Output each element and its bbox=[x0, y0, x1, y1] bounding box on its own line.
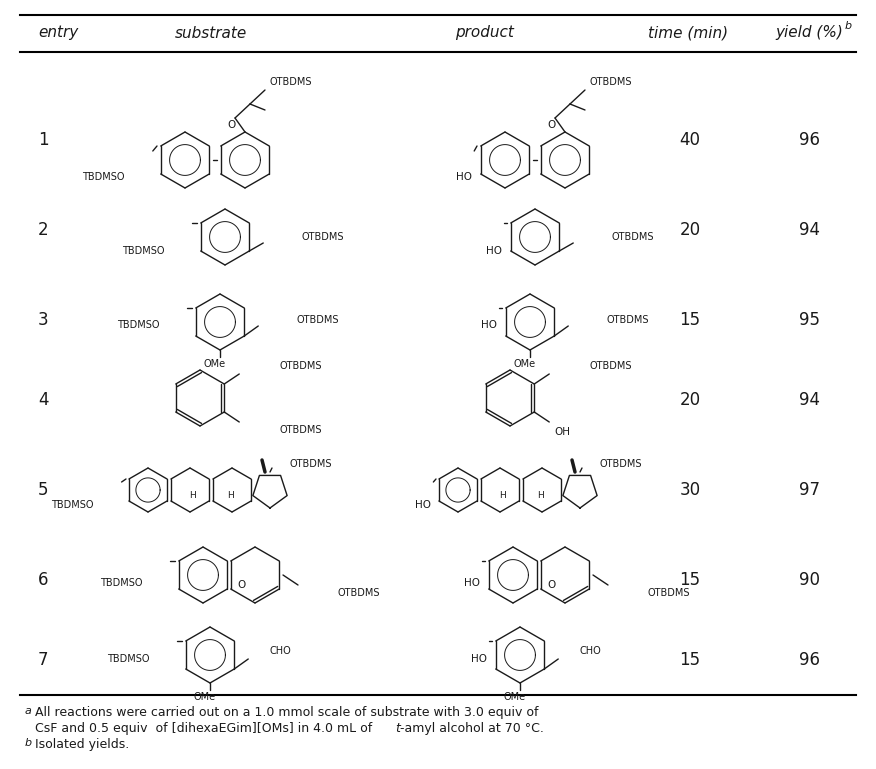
Text: OTBDMS: OTBDMS bbox=[590, 361, 632, 371]
Text: 15: 15 bbox=[680, 571, 701, 589]
Text: 94: 94 bbox=[800, 391, 821, 409]
Text: 95: 95 bbox=[800, 311, 821, 329]
Text: OTBDMS: OTBDMS bbox=[648, 588, 690, 598]
Text: 30: 30 bbox=[680, 481, 701, 499]
Text: 6: 6 bbox=[38, 571, 48, 589]
Text: O: O bbox=[547, 581, 555, 591]
Text: TBDMSO: TBDMSO bbox=[123, 246, 165, 256]
Text: 90: 90 bbox=[800, 571, 821, 589]
Text: 7: 7 bbox=[38, 651, 48, 669]
Text: OMe: OMe bbox=[504, 692, 526, 702]
Text: CHO: CHO bbox=[269, 646, 291, 656]
Text: H: H bbox=[498, 491, 505, 501]
Text: 5: 5 bbox=[38, 481, 48, 499]
Text: HO: HO bbox=[481, 320, 497, 330]
Text: 3: 3 bbox=[38, 311, 49, 329]
Text: HO: HO bbox=[456, 171, 472, 181]
Text: Isolated yields.: Isolated yields. bbox=[35, 738, 130, 751]
Text: t: t bbox=[395, 722, 399, 735]
Text: O: O bbox=[237, 581, 245, 591]
Text: 4: 4 bbox=[38, 391, 48, 409]
Text: 20: 20 bbox=[680, 221, 701, 239]
Text: entry: entry bbox=[38, 25, 78, 41]
Text: OTBDMS: OTBDMS bbox=[611, 232, 653, 242]
Text: CsF and 0.5 equiv  of [dihexaEGim][OMs] in 4.0 mL of: CsF and 0.5 equiv of [dihexaEGim][OMs] i… bbox=[35, 722, 377, 735]
Text: HO: HO bbox=[486, 246, 502, 256]
Text: b: b bbox=[845, 21, 852, 31]
Text: OTBDMS: OTBDMS bbox=[301, 232, 343, 242]
Text: 15: 15 bbox=[680, 311, 701, 329]
Text: 96: 96 bbox=[800, 131, 821, 149]
Text: 94: 94 bbox=[800, 221, 821, 239]
Text: OTBDMS: OTBDMS bbox=[600, 459, 642, 469]
Text: TBDMSO: TBDMSO bbox=[82, 171, 125, 181]
Text: OH: OH bbox=[555, 427, 570, 437]
Text: OTBDMS: OTBDMS bbox=[606, 315, 649, 325]
Text: OMe: OMe bbox=[194, 692, 216, 702]
Text: OTBDMS: OTBDMS bbox=[279, 425, 321, 435]
Text: OTBDMS: OTBDMS bbox=[290, 459, 333, 469]
Text: product: product bbox=[455, 25, 514, 41]
Text: substrate: substrate bbox=[175, 25, 247, 41]
Text: 96: 96 bbox=[800, 651, 821, 669]
Text: OTBDMS: OTBDMS bbox=[270, 77, 313, 87]
Text: CHO: CHO bbox=[579, 646, 601, 656]
Text: O: O bbox=[548, 120, 556, 130]
Text: b: b bbox=[25, 738, 32, 748]
Text: a: a bbox=[25, 706, 32, 716]
Text: OTBDMS: OTBDMS bbox=[590, 77, 632, 87]
Text: OMe: OMe bbox=[204, 359, 226, 369]
Text: OTBDMS: OTBDMS bbox=[279, 361, 321, 371]
Text: H: H bbox=[188, 491, 195, 501]
Text: TBDMSO: TBDMSO bbox=[101, 578, 143, 588]
Text: TBDMSO: TBDMSO bbox=[52, 501, 94, 511]
Text: 2: 2 bbox=[38, 221, 49, 239]
Text: HO: HO bbox=[464, 578, 480, 588]
Text: 1: 1 bbox=[38, 131, 49, 149]
Text: O: O bbox=[228, 120, 237, 130]
Text: HO: HO bbox=[415, 501, 431, 511]
Text: TBDMSO: TBDMSO bbox=[108, 654, 150, 664]
Text: OTBDMS: OTBDMS bbox=[338, 588, 380, 598]
Text: -amyl alcohol at 70 °C.: -amyl alcohol at 70 °C. bbox=[400, 722, 544, 735]
Text: All reactions were carried out on a 1.0 mmol scale of substrate with 3.0 equiv o: All reactions were carried out on a 1.0 … bbox=[35, 706, 539, 719]
Text: OMe: OMe bbox=[514, 359, 536, 369]
Text: HO: HO bbox=[471, 654, 487, 664]
Text: TBDMSO: TBDMSO bbox=[117, 320, 160, 330]
Text: H: H bbox=[227, 491, 233, 501]
Text: H: H bbox=[537, 491, 543, 501]
Text: time (min): time (min) bbox=[648, 25, 728, 41]
Text: OTBDMS: OTBDMS bbox=[296, 315, 339, 325]
Text: 20: 20 bbox=[680, 391, 701, 409]
Text: 40: 40 bbox=[680, 131, 701, 149]
Text: 97: 97 bbox=[800, 481, 821, 499]
Text: yield (%): yield (%) bbox=[775, 25, 843, 41]
Text: 15: 15 bbox=[680, 651, 701, 669]
